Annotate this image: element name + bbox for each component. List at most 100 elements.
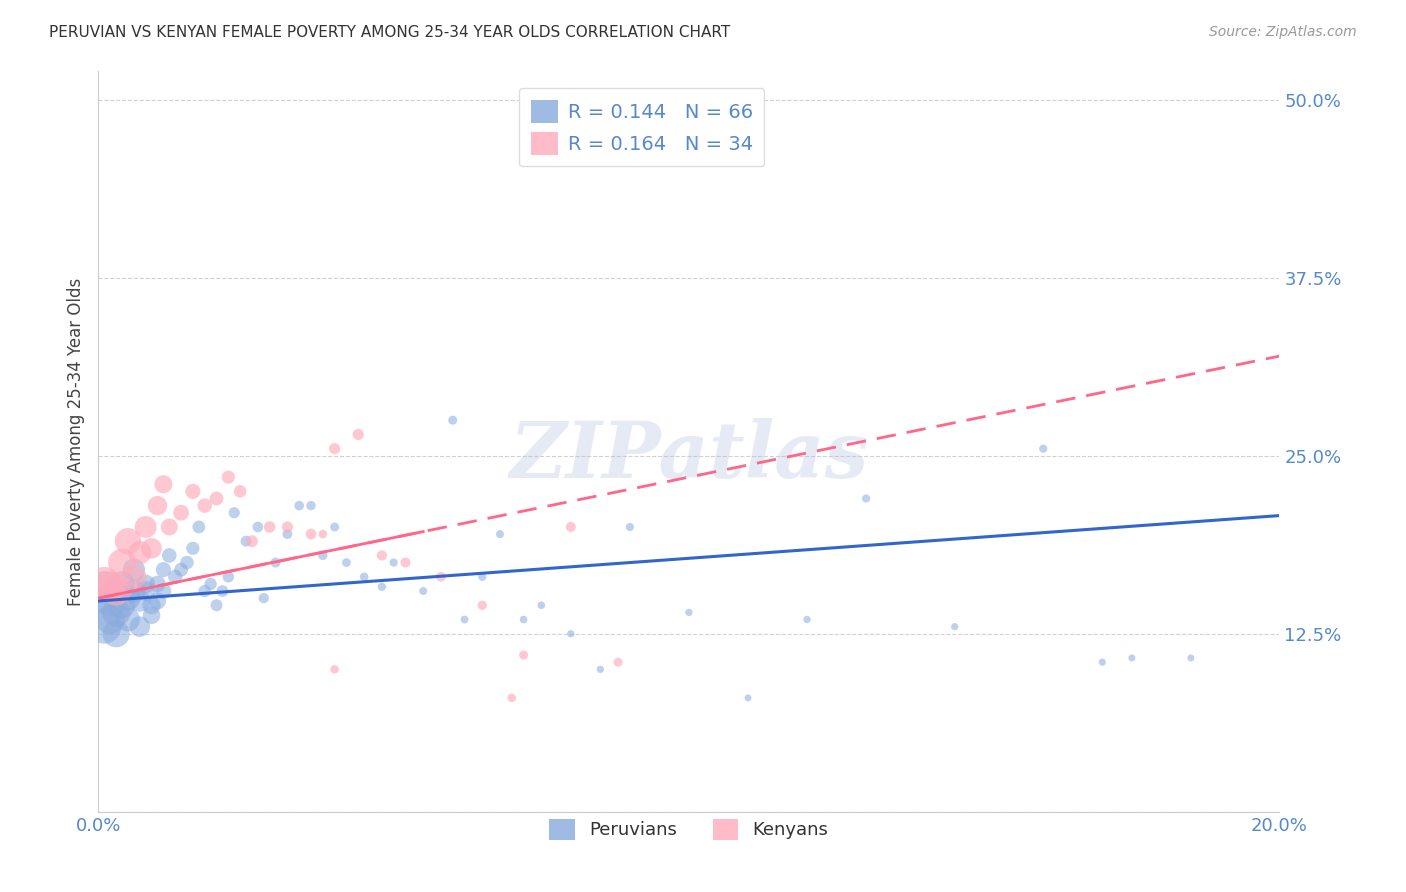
Point [489,527,512,541]
Point [299,499,322,513]
Point [312,549,335,563]
Point [170,563,193,577]
Point [471,570,494,584]
Point [224,506,246,520]
Point [194,499,217,513]
Point [430,570,453,584]
Point [353,570,375,584]
Point [217,470,239,484]
Point [187,520,209,534]
Point [607,655,630,669]
Point [157,549,180,563]
Point [205,599,228,613]
Point [1091,655,1114,669]
Y-axis label: Female Poverty Among 25-34 Year Olds: Female Poverty Among 25-34 Year Olds [66,277,84,606]
Point [105,606,128,620]
Point [105,626,128,640]
Point [560,626,582,640]
Point [530,599,553,613]
Text: ZIPatlas: ZIPatlas [509,418,869,494]
Point [135,577,157,591]
Point [111,599,134,613]
Point [146,577,169,591]
Point [347,427,370,442]
Point [117,613,139,627]
Point [170,506,193,520]
Point [141,541,163,556]
Point [122,563,145,577]
Point [165,570,187,584]
Point [217,570,239,584]
Point [235,534,257,549]
Point [335,556,357,570]
Point [152,563,174,577]
Text: PERUVIAN VS KENYAN FEMALE POVERTY AMONG 25-34 YEAR OLDS CORRELATION CHART: PERUVIAN VS KENYAN FEMALE POVERTY AMONG … [49,25,731,40]
Point [105,584,128,599]
Point [619,520,641,534]
Point [152,584,174,599]
Point [1121,651,1143,665]
Point [512,648,534,662]
Point [678,606,700,620]
Point [512,613,534,627]
Point [135,520,157,534]
Point [98,613,121,627]
Point [117,591,139,606]
Point [1032,442,1054,456]
Point [146,499,169,513]
Point [796,613,818,627]
Point [98,594,121,608]
Point [240,534,263,549]
Point [93,577,115,591]
Point [589,662,612,676]
Point [312,527,335,541]
Point [1180,651,1202,665]
Point [141,599,163,613]
Point [323,662,346,676]
Point [501,690,523,705]
Point [323,442,346,456]
Point [128,619,150,633]
Point [117,534,139,549]
Legend: Peruvians, Kenyans: Peruvians, Kenyans [543,812,835,847]
Point [259,520,281,534]
Point [560,520,582,534]
Point [122,570,145,584]
Point [737,690,759,705]
Point [111,577,134,591]
Point [141,608,163,623]
Point [176,556,198,570]
Point [441,413,464,427]
Point [394,556,416,570]
Point [264,556,287,570]
Point [471,599,494,613]
Point [98,580,121,594]
Point [146,594,169,608]
Point [152,477,174,491]
Point [453,613,475,627]
Text: Source: ZipAtlas.com: Source: ZipAtlas.com [1209,25,1357,39]
Point [382,556,405,570]
Point [181,484,204,499]
Point [371,580,394,594]
Point [246,520,269,534]
Point [128,546,150,560]
Point [276,527,298,541]
Point [211,584,233,599]
Point [299,527,322,541]
Point [943,619,966,633]
Point [111,556,134,570]
Point [122,584,145,599]
Point [93,619,115,633]
Point [371,549,394,563]
Point [253,591,276,606]
Point [288,499,311,513]
Point [229,484,252,499]
Point [93,584,115,599]
Point [128,594,150,608]
Point [181,541,204,556]
Point [855,491,877,506]
Point [205,491,228,506]
Point [157,520,180,534]
Point [276,520,298,534]
